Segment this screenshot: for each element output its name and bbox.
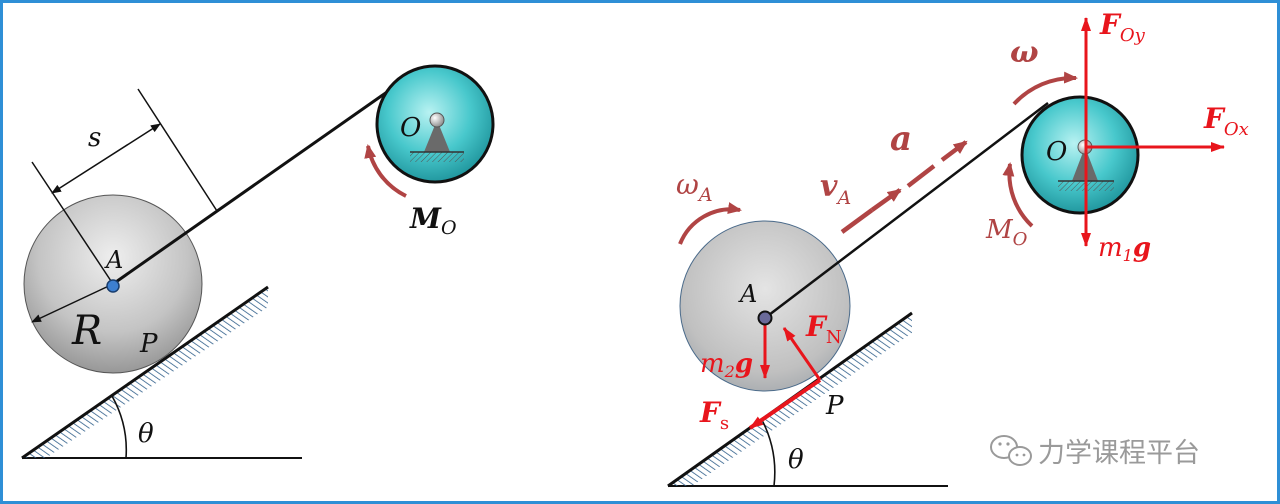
label-P: P: [139, 329, 158, 359]
right-diagram: A O P θ ωA vA a ω MO FOy FOx m1g m2g FN …: [667, 8, 1249, 488]
omegaA-arrow: [678, 202, 742, 245]
accel-dash: [906, 164, 936, 188]
moment-MO-label: MO: [985, 215, 1028, 250]
friction-force-Fs-arrow: [748, 378, 822, 430]
force-FOx-label: FOx: [1203, 102, 1249, 140]
rope: [764, 102, 1049, 319]
moment-MO-arrow: [364, 144, 407, 198]
velocity-vA-arrow: [870, 188, 902, 212]
wechat-icon: [990, 435, 1032, 466]
pulley-disc: [1020, 95, 1140, 215]
accel-a-arrow: [940, 140, 968, 162]
pivot-base-hatch: [410, 152, 464, 162]
distance-s-arrow: [51, 123, 161, 194]
center-pin-A: [757, 310, 773, 326]
friction-force-Fs-label: Fs: [699, 396, 729, 434]
radius-arrow: [31, 283, 114, 323]
vA-label: vA: [820, 169, 851, 209]
watermark: 力学课程平台: [990, 435, 1200, 469]
label-s: s: [88, 123, 101, 153]
pivot-pin: [429, 112, 445, 128]
label-O: O: [1046, 137, 1067, 167]
dimension-line: [31, 161, 114, 285]
dimension-line: [137, 88, 218, 212]
label-O: O: [400, 113, 421, 143]
weight-m2g-label: m2g: [700, 349, 753, 381]
roller-disc: [679, 220, 851, 392]
label-A: A: [104, 246, 123, 274]
center-pin-A: [106, 279, 120, 293]
label-theta: θ: [788, 445, 804, 475]
pivot-support: [424, 120, 450, 152]
left-diagram: s A R P θ O MO: [21, 64, 495, 460]
label-R: R: [71, 308, 102, 354]
incline-surface: [21, 285, 269, 460]
moment-label: MO: [409, 202, 457, 239]
angle-arc: [761, 419, 776, 487]
velocity-dash: [840, 208, 874, 234]
force-FOy-label: FOy: [1099, 8, 1146, 46]
rope: [112, 76, 408, 286]
label-P: P: [825, 391, 844, 421]
normal-force-FN-label: FN: [805, 310, 842, 348]
normal-force-FN-arrow: [782, 327, 822, 381]
angle-arc: [111, 395, 128, 459]
watermark-text: 力学课程平台: [1038, 438, 1200, 469]
weight-m1g-label: m1g: [1098, 233, 1151, 265]
label-A: A: [738, 280, 757, 308]
omega-label: ω: [1010, 35, 1039, 70]
accel-label: a: [890, 119, 912, 159]
label-theta: θ: [138, 419, 154, 449]
moment-MO-arrow: [1002, 162, 1034, 228]
omega-arrow: [1012, 71, 1078, 106]
omegaA-label: ωA: [676, 168, 713, 206]
